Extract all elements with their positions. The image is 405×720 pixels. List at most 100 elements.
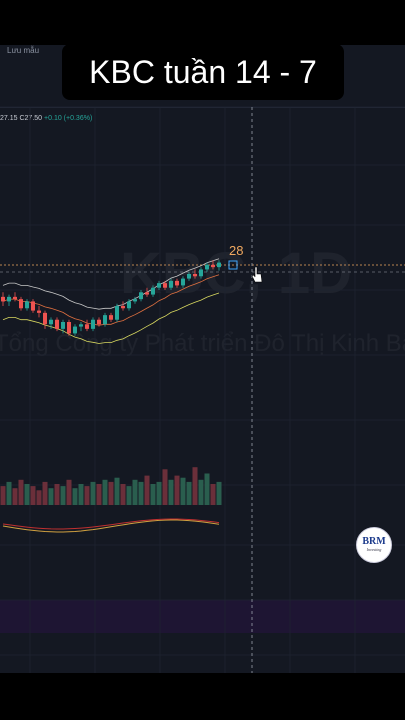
candle-body [145, 292, 149, 295]
candle-body [103, 315, 107, 325]
candle-body [13, 296, 17, 300]
ohlc-close: C27.50 [19, 115, 43, 122]
ohlc-change: +0.10 (+0.36%) [44, 115, 93, 122]
volume-bar [210, 484, 216, 505]
volume-bar [0, 486, 6, 505]
volume-bar [114, 477, 120, 505]
volume-bar [162, 469, 168, 505]
volume-bar [192, 467, 198, 505]
volume-bar [78, 484, 84, 505]
volume-bars [0, 467, 222, 505]
candle-body [163, 283, 167, 288]
candles [1, 260, 221, 336]
volume-bar [102, 479, 108, 505]
candle-body [37, 310, 41, 313]
volume-bar [30, 486, 36, 505]
ohlc-low: 27.15 [0, 115, 18, 122]
bollinger-lower [2, 292, 220, 344]
volume-bar [18, 479, 24, 505]
last-point-marker [228, 260, 238, 270]
volume-bar [126, 486, 132, 505]
candle-body [91, 319, 95, 329]
video-title: KBC tuần 14 - 7 [62, 44, 344, 100]
ohlc-readout: 27.15 C27.50 +0.10 (+0.36%) [0, 115, 92, 122]
volume-average [2, 519, 220, 533]
bollinger-upper [2, 258, 220, 310]
volume-bar [24, 484, 30, 505]
candle-body [73, 326, 77, 334]
volume-bar [66, 479, 72, 505]
candle-body [151, 287, 155, 295]
candle-body [31, 301, 35, 311]
volume-bar [186, 481, 192, 505]
indicator-pane [0, 600, 405, 633]
volume-bar [168, 479, 174, 505]
candle-body [55, 319, 59, 329]
candle-body [85, 324, 89, 329]
volume-bar [204, 473, 210, 505]
chart-grid [0, 106, 405, 673]
volume-bar [60, 486, 66, 505]
volume-bar [132, 479, 138, 505]
volume-bar [108, 481, 114, 505]
moving-average [2, 274, 220, 326]
price-label: 28 [229, 243, 244, 258]
candle-body [211, 264, 215, 268]
candle-body [97, 319, 101, 325]
candle-body [193, 274, 197, 277]
volume-bar [72, 488, 78, 505]
candle-body [187, 274, 191, 279]
chart-panel [0, 45, 405, 673]
candle-body [205, 264, 209, 270]
candle-body [43, 312, 47, 325]
candle-body [61, 322, 65, 329]
volume-bar [198, 479, 204, 505]
candle-body [139, 292, 143, 300]
candle-body [217, 262, 221, 268]
candle-body [25, 301, 29, 309]
volume-bar [48, 488, 54, 505]
candle-body [67, 322, 71, 334]
candle-body [199, 269, 203, 277]
logo-text: BRM [362, 536, 386, 547]
save-template-button[interactable]: Lưu mẫu [7, 46, 40, 55]
volume-bar [12, 488, 18, 505]
candle-body [19, 299, 23, 309]
candle-body [169, 280, 173, 288]
volume-bar [156, 481, 162, 505]
volume-bar [138, 481, 144, 505]
candle-body [7, 296, 11, 302]
volume-bar [174, 475, 180, 505]
candle-body [1, 296, 5, 302]
volume-average-2 [2, 518, 220, 530]
candle-body [175, 280, 179, 286]
candle-body [79, 324, 83, 327]
candle-body [109, 315, 113, 320]
volume-bar [42, 481, 48, 505]
volume-bar [144, 475, 150, 505]
cursor-hand-icon [251, 266, 263, 283]
candle-body [127, 301, 131, 309]
volume-bar [180, 477, 186, 505]
brm-logo: BRM Investing [356, 527, 392, 563]
volume-bar [84, 486, 90, 505]
symbol-watermark: KBC, 1D [120, 241, 353, 306]
volume-bar [54, 484, 60, 505]
candle-body [115, 306, 119, 320]
candle-body [49, 319, 53, 325]
volume-bar [96, 484, 102, 505]
candle-body [157, 283, 161, 288]
company-watermark: Tổng Công ty Phát triển Đô Thị Kinh Bắc [0, 330, 405, 357]
logo-subtext: Investing [366, 547, 382, 552]
volume-bar [216, 481, 222, 505]
candle-body [181, 278, 185, 286]
volume-bar [6, 481, 12, 505]
volume-bar [150, 484, 156, 505]
volume-bar [36, 490, 42, 505]
candle-body [133, 299, 137, 302]
volume-bar [90, 481, 96, 505]
candle-body [121, 306, 125, 309]
volume-bar [120, 484, 126, 505]
